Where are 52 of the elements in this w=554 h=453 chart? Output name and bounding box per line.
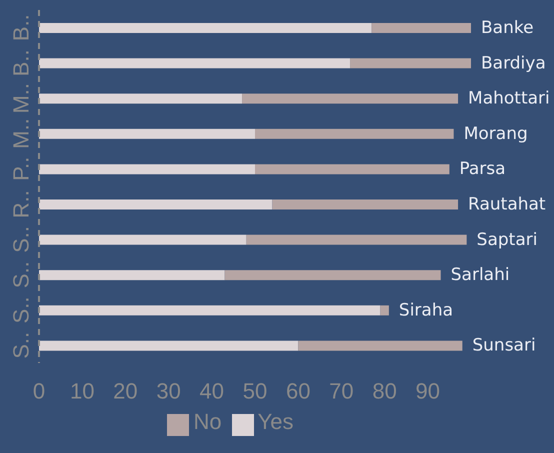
y-tick-label: Mahottari (468, 88, 550, 109)
x-tick-label: 60 (286, 378, 310, 404)
text: M.. (8, 82, 34, 114)
x-tick-label: 50 (242, 378, 268, 404)
bar (39, 164, 255, 174)
text: S.. (8, 226, 34, 253)
x-tick-label: 90 (416, 378, 440, 404)
x-tick-label: 70 (329, 378, 354, 404)
text: R.. (8, 190, 34, 218)
bar (224, 270, 441, 280)
text: S.. (8, 332, 34, 359)
bar (298, 340, 462, 351)
y-tick-label: Sarlahi (450, 265, 510, 286)
bar (380, 305, 389, 316)
bar (39, 234, 246, 245)
bar (39, 340, 298, 351)
y-tick-label: Parsa (459, 159, 506, 180)
bar (39, 200, 272, 210)
bar (39, 23, 372, 33)
bar (272, 200, 458, 210)
bar (255, 128, 454, 139)
x-tick-label: 40 (200, 378, 224, 404)
text: S.. (8, 296, 34, 324)
bar (39, 128, 255, 139)
bar (242, 94, 458, 104)
bar (350, 58, 471, 68)
x-tick-label: 20 (113, 378, 138, 404)
bar (372, 23, 471, 33)
y-tick-label: Saptari (476, 230, 538, 250)
bar (39, 58, 350, 68)
x-tick-label: 0 (32, 378, 46, 404)
bar (39, 305, 380, 316)
bar (39, 94, 242, 104)
text: M.. (8, 118, 34, 149)
x-tick-label: 80 (372, 378, 397, 404)
y-tick-label: Siraha (398, 300, 454, 320)
text: B.. (8, 14, 34, 42)
text: S.. (8, 261, 34, 288)
y-tick-label: Morang (464, 124, 528, 144)
y-tick-label: Rautahat (468, 194, 546, 214)
bar (255, 164, 450, 174)
y-tick-label: Sunsari (472, 336, 536, 356)
bar (246, 234, 467, 245)
y-tick-label: Banke (481, 18, 534, 38)
legend-label: No (193, 409, 222, 434)
x-tick-label: 30 (156, 378, 181, 404)
text: P.. (8, 156, 34, 181)
bar (39, 270, 225, 280)
legend-label: Yes (258, 409, 294, 434)
x-tick-label: 10 (70, 378, 94, 404)
text: B.. (8, 49, 34, 76)
y-tick-label: Bardiya (481, 53, 546, 74)
